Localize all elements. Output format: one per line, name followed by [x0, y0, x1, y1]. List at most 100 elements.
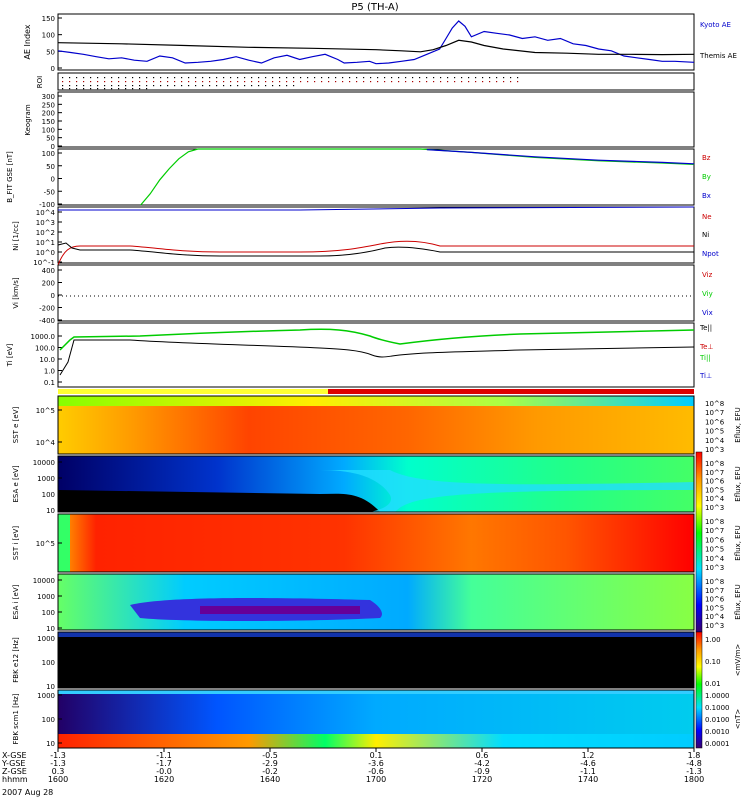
roi-dot	[461, 81, 463, 83]
roi-dot	[279, 85, 281, 87]
sst-i-ylabel: SST i [eV]	[12, 526, 20, 560]
bfit-bx-line	[426, 149, 695, 165]
sst-e-frame	[57, 395, 695, 455]
roi-dot	[223, 77, 225, 79]
ae-lines	[57, 20, 695, 65]
roi-dot	[384, 81, 386, 83]
roi-dot	[391, 81, 393, 83]
fbk-e-tick-label: 100	[42, 659, 55, 667]
fbk-e-frame	[57, 631, 695, 689]
esa-i-panel: 10000 1000 100 10 ESA i [eV]	[12, 573, 695, 633]
legend-te-par: Te||	[699, 324, 712, 332]
roi-dot	[223, 81, 225, 83]
colorbar-fbk-e-label: 0.10	[705, 658, 721, 666]
esa-e-tick-label: 100	[42, 491, 55, 499]
roi-dot	[160, 81, 162, 83]
colorbar-eflux-label: 10^8	[705, 518, 724, 526]
roi-dot	[209, 77, 211, 79]
roi-dot	[454, 77, 456, 79]
colorbar-eflux-label: 10^6	[705, 418, 725, 426]
roi-dot	[370, 81, 372, 83]
roi-dot	[300, 81, 302, 83]
footer-value: -0.2	[262, 767, 278, 776]
roi-dot	[118, 77, 120, 79]
footer-value: -1.3	[50, 759, 66, 768]
density-ni-line	[57, 242, 694, 257]
fbk-e-tick-label: 1000	[37, 635, 55, 643]
fbk-e-tick-label: 10	[46, 683, 55, 691]
roi-dot	[125, 81, 127, 83]
roi-dot	[111, 88, 113, 90]
roi-dot	[97, 85, 99, 87]
footer-value: 1640	[260, 775, 280, 784]
roi-dot	[97, 81, 99, 83]
roi-dot	[258, 81, 260, 83]
cb-fbk-b-title: <nT>	[734, 709, 742, 730]
roi-dot	[139, 77, 141, 79]
roi-dot	[412, 81, 414, 83]
fbk-b-tick-label: 1000	[37, 692, 55, 700]
footer-value: -1.1	[580, 767, 596, 776]
footer-value: -3.6	[368, 759, 384, 768]
ae-tick-label: 0	[51, 65, 55, 73]
esa-e-ticks: 10000 1000 100 10	[33, 459, 62, 515]
colorbar-eflux-label: 10^4	[705, 555, 725, 563]
roi-dot	[440, 81, 442, 83]
roi-dot	[195, 85, 197, 87]
roi-dot	[97, 88, 99, 90]
roi-dot	[279, 77, 281, 79]
esa-e-tick-label: 10000	[33, 459, 55, 467]
legend-te-perp: Te⊥	[699, 343, 714, 351]
colorbar-eflux-label: 10^8	[705, 578, 724, 586]
roi-dot	[118, 88, 120, 90]
colorbar-eflux-label: 10^3	[705, 504, 724, 512]
fbk-e-ticks: 1000 100 10	[37, 635, 62, 691]
roi-dot	[237, 77, 239, 79]
roi-dot	[153, 77, 155, 79]
bfit-by-line	[140, 148, 695, 206]
roi-dot	[447, 81, 449, 83]
roi-dot	[104, 88, 106, 90]
roi-dot	[405, 81, 407, 83]
footer-value: -0.6	[368, 767, 384, 776]
ae-ticks: 150 100 50 0	[42, 15, 62, 73]
roi-dot	[293, 81, 295, 83]
legend-viy: Viy	[702, 290, 713, 298]
roi-dot	[265, 85, 267, 87]
roi-dot	[104, 81, 106, 83]
roi-dot	[475, 81, 477, 83]
footer-value: 1700	[366, 775, 386, 784]
temperature-tick-label: 100.0	[35, 345, 55, 353]
bfit-tick-label: -50	[44, 188, 55, 196]
roi-dot	[216, 85, 218, 87]
roi-dot	[167, 77, 169, 79]
roi-dot	[293, 85, 295, 87]
roi-dot	[314, 81, 316, 83]
colorbar-eflux-label: 10^5	[705, 546, 724, 554]
roi-dot	[503, 77, 505, 79]
fbk-e-panel: 1000 100 10 FBK e12 [Hz]	[12, 631, 695, 691]
roi-dot	[321, 81, 323, 83]
fbk-b-ylabel: FBK scm1 [Hz]	[12, 693, 20, 744]
footer-value: 1800	[684, 775, 704, 784]
density-frame	[57, 206, 695, 264]
roi-dot	[258, 77, 260, 79]
density-tick-label: 10^0	[36, 249, 55, 257]
legend-ti-perp: Ti⊥	[699, 372, 712, 380]
esa-i-ylabel: ESA i [eV]	[12, 584, 20, 619]
roi-dot	[251, 77, 253, 79]
footer-value: -1.3	[50, 751, 66, 760]
roi-dot	[363, 81, 365, 83]
colorbar-fbk-b-label: 0.0010	[705, 728, 730, 736]
roi-dot	[83, 77, 85, 79]
legend-viz: Viz	[702, 271, 713, 279]
roi-dot	[160, 77, 162, 79]
bfit-tick-label: -100	[39, 201, 55, 209]
footer-value: -4.6	[580, 759, 596, 768]
roi-dot	[293, 77, 295, 79]
roi-dot	[363, 77, 365, 79]
sst-e-tick-label: 10^4	[36, 439, 56, 447]
roi-dot	[146, 77, 148, 79]
footer-value: 1.8	[688, 751, 701, 760]
roi-dot	[419, 77, 421, 79]
